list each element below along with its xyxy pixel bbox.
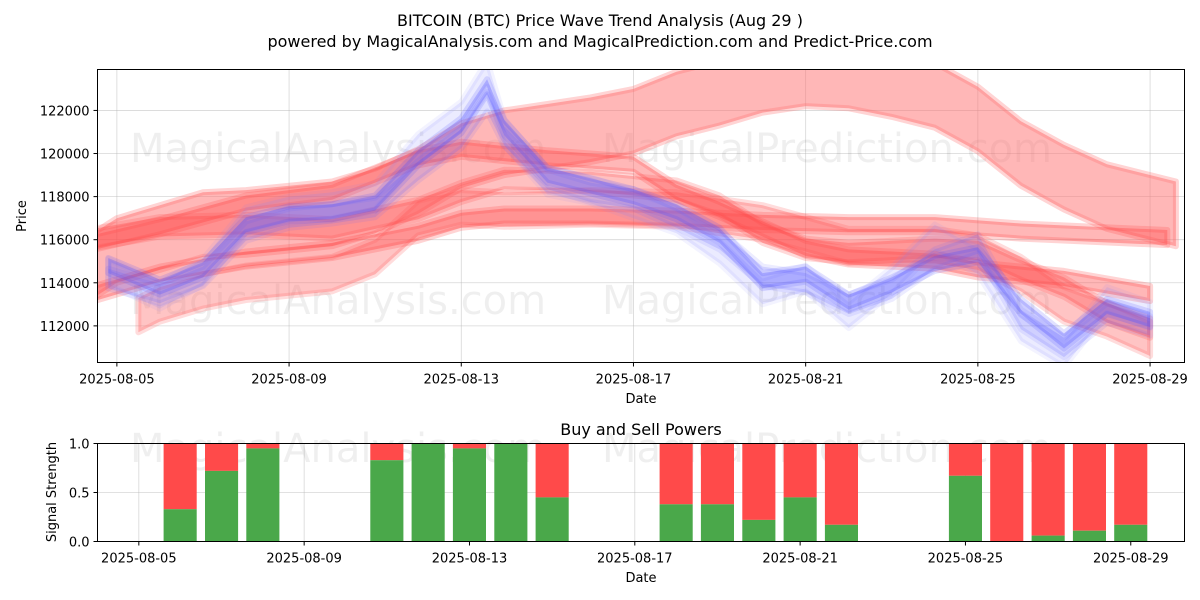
sell-power-bar — [246, 443, 280, 449]
buy-power-bar — [1031, 535, 1065, 542]
price-band-red-big-band — [97, 69, 1179, 299]
buy-power-bar — [494, 443, 528, 542]
price-band-red-wave-1 — [97, 138, 1154, 305]
signal-y-axis-label: Signal Strength — [45, 442, 60, 542]
signal-x-ticks: 2025-08-05 2025-08-09 2025-08-13 2025-08-17… — [101, 541, 1169, 567]
price-wave-series — [97, 69, 1179, 363]
price-band-red-wave-2 — [97, 205, 1171, 304]
price-x-tick-label: 2025-08-13 — [423, 373, 499, 388]
signal-strength-plot: Buy and Sell Powers MagicalAnalysis.comM… — [45, 420, 1185, 586]
signal-bars — [163, 443, 1148, 542]
chart-title: BITCOIN (BTC) Price Wave Trend Analysis … — [397, 11, 803, 30]
price-band-red-wave-3 — [97, 166, 1154, 341]
price-y-tick-label: 118000 — [40, 191, 90, 206]
signal-x-tick-label: 2025-08-29 — [1093, 552, 1169, 567]
buy-power-bar — [824, 524, 858, 542]
buy-power-bar — [659, 504, 693, 542]
signal-x-axis-label: Date — [625, 571, 656, 586]
sell-power-bar — [452, 443, 486, 449]
sell-power-bar — [742, 443, 776, 520]
price-plot-frame — [97, 69, 1185, 363]
sell-power-bar — [205, 443, 239, 471]
price-band-red-wave-4 — [135, 187, 1154, 359]
price-y-tick-label: 112000 — [40, 320, 90, 335]
chart-subtitle: powered by MagicalAnalysis.com and Magic… — [267, 32, 932, 51]
sell-power-bar — [1072, 443, 1106, 531]
price-x-tick-label: 2025-08-05 — [79, 373, 155, 388]
sell-power-bar — [535, 443, 569, 498]
buy-power-bar — [452, 448, 486, 542]
sell-power-bar — [948, 443, 982, 476]
sell-power-bar — [659, 443, 693, 505]
signal-x-tick-label: 2025-08-21 — [762, 552, 838, 567]
price-band-blue-wave-1 — [105, 76, 1154, 352]
price-y-tick-label: 122000 — [40, 104, 90, 119]
price-x-ticks: 2025-08-05 2025-08-09 2025-08-13 2025-08-17… — [79, 362, 1188, 388]
buy-power-bar — [783, 497, 817, 542]
signal-x-tick-label: 2025-08-13 — [432, 552, 508, 567]
price-x-tick-label: 2025-08-25 — [940, 373, 1016, 388]
buy-power-bar — [370, 460, 404, 542]
buy-power-bar — [742, 519, 776, 542]
buy-power-bar — [948, 475, 982, 542]
price-wave-plot: MagicalAnalysis.com MagicalPrediction.com… — [15, 69, 1188, 407]
price-band-blue-wave-3 — [105, 69, 1154, 363]
price-x-axis-label: Date — [625, 392, 656, 407]
price-watermark: MagicalAnalysis.com — [130, 278, 546, 324]
price-y-axis-label: Price — [15, 200, 30, 232]
signal-chart-title: Buy and Sell Powers — [560, 420, 722, 439]
buy-power-bar — [1072, 530, 1106, 542]
buy-power-bar — [246, 448, 280, 542]
buy-power-bar — [205, 470, 239, 542]
sell-power-bar — [1031, 443, 1065, 536]
signal-x-tick-label: 2025-08-25 — [928, 552, 1004, 567]
buy-power-bar — [700, 504, 734, 542]
signal-y-tick-label: 1.0 — [69, 438, 90, 453]
price-y-tick-label: 116000 — [40, 234, 90, 249]
sell-power-bar — [163, 443, 197, 510]
signal-x-tick-label: 2025-08-09 — [266, 552, 342, 567]
price-x-tick-label: 2025-08-29 — [1112, 373, 1188, 388]
price-x-tick-label: 2025-08-21 — [768, 373, 844, 388]
signal-x-tick-label: 2025-08-17 — [597, 552, 673, 567]
sell-power-bar — [824, 443, 858, 525]
sell-power-bar — [1114, 443, 1148, 525]
price-x-tick-label: 2025-08-17 — [596, 373, 672, 388]
price-watermark: MagicalPrediction.com — [602, 278, 1052, 324]
price-y-tick-label: 114000 — [40, 277, 90, 292]
price-x-tick-label: 2025-08-09 — [251, 373, 327, 388]
price-series-clip-group — [97, 69, 1179, 363]
buy-power-bar — [411, 443, 445, 542]
price-band-blue-wave-2 — [105, 89, 1154, 361]
sell-power-bar — [783, 443, 817, 498]
price-y-ticks: 112000 114000 116000 118000 120000 122000 — [40, 104, 98, 335]
signal-y-tick-label: 0.0 — [69, 536, 90, 551]
price-y-tick-label: 120000 — [40, 148, 90, 163]
buy-power-bar — [163, 509, 197, 542]
signal-y-ticks: 0.0 0.5 1.0 — [69, 438, 98, 551]
sell-power-bar — [990, 443, 1024, 542]
signal-x-tick-label: 2025-08-05 — [101, 552, 177, 567]
buy-power-bar — [1114, 524, 1148, 542]
buy-power-bar — [535, 497, 569, 542]
signal-y-tick-label: 0.5 — [69, 487, 90, 502]
sell-power-bar — [370, 443, 404, 461]
sell-power-bar — [700, 443, 734, 505]
